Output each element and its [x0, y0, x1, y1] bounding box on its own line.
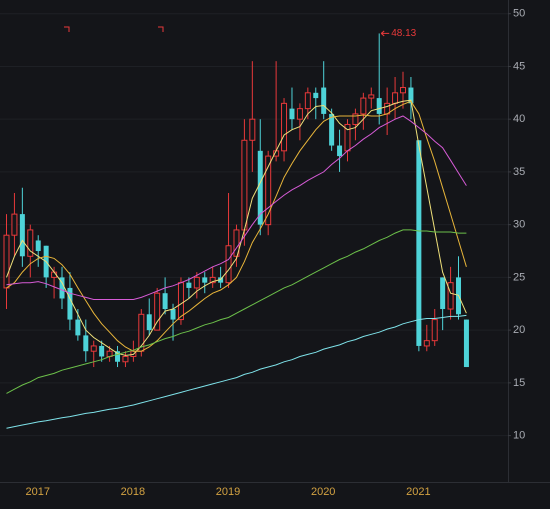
candle-body — [162, 293, 168, 310]
x-tick-label: 2021 — [406, 486, 430, 498]
candle-body — [67, 287, 73, 320]
candle-body — [352, 113, 359, 125]
y-tick-label: 40 — [513, 113, 525, 125]
candle-body — [177, 282, 184, 321]
candle-body — [146, 314, 152, 331]
candle-body — [27, 229, 34, 257]
event-marker — [64, 26, 70, 32]
candle-body — [329, 113, 335, 146]
moving-average-line — [6, 314, 467, 429]
candle-body — [170, 309, 176, 320]
candle-body — [99, 345, 105, 357]
candle-body — [11, 213, 18, 236]
moving-average-line — [6, 229, 467, 394]
candle-body — [19, 214, 25, 257]
candle-body — [281, 102, 288, 152]
candle-body — [193, 276, 200, 289]
candle-body — [218, 277, 224, 283]
grid — [0, 13, 508, 437]
high-label: 48.13 — [391, 28, 416, 39]
y-tick-label: 20 — [513, 324, 525, 336]
candle-body — [360, 97, 367, 115]
candle-body — [115, 351, 121, 362]
candle-body — [392, 92, 399, 104]
candle-body — [75, 319, 81, 336]
x-tick-label: 2019 — [216, 486, 240, 498]
candle-body — [321, 87, 327, 114]
candle-body — [209, 276, 216, 284]
candle-body — [154, 292, 161, 331]
candle-body — [122, 355, 129, 363]
y-tick-label: 25 — [513, 271, 525, 283]
candle-body — [202, 277, 208, 283]
candle-body — [313, 92, 319, 99]
x-tick-label: 2017 — [25, 486, 49, 498]
y-tick-label: 35 — [513, 166, 525, 178]
candle-body — [408, 87, 414, 104]
y-tick-label: 10 — [513, 429, 525, 441]
y-tick-label: 15 — [513, 377, 525, 389]
candle-body — [423, 340, 430, 347]
candle-body — [90, 345, 97, 352]
candle-body — [257, 150, 263, 225]
candle-body — [225, 245, 232, 284]
candle-body — [400, 87, 406, 94]
candle-body — [296, 108, 303, 120]
high-marker-arrow — [380, 30, 390, 37]
event-marker — [158, 26, 164, 32]
candle-body — [463, 319, 469, 368]
candle-body — [289, 108, 295, 120]
candle-body — [35, 240, 41, 252]
candle-body — [376, 98, 382, 114]
candle-body — [440, 277, 446, 310]
moving-average-line — [6, 99, 467, 356]
candle-body — [431, 319, 438, 342]
moving-average-line — [6, 115, 467, 300]
candle-body — [249, 118, 256, 141]
candle-body — [368, 94, 375, 99]
x-tick-label: 2018 — [121, 486, 145, 498]
candle-body — [416, 140, 422, 346]
candle-body — [186, 282, 192, 288]
candle-body — [337, 145, 343, 157]
y-tick-label: 50 — [513, 8, 525, 20]
x-tick-label: 2020 — [311, 486, 335, 498]
candle-body — [447, 282, 454, 310]
candle-body — [304, 92, 311, 110]
y-tick-label: 30 — [513, 219, 525, 231]
candle-body — [265, 155, 272, 226]
candle-body — [59, 277, 65, 299]
candle-body — [233, 229, 240, 257]
candle-body — [241, 139, 248, 231]
y-tick-label: 45 — [513, 60, 525, 72]
candle-body — [3, 234, 10, 289]
candle-body — [83, 335, 89, 352]
